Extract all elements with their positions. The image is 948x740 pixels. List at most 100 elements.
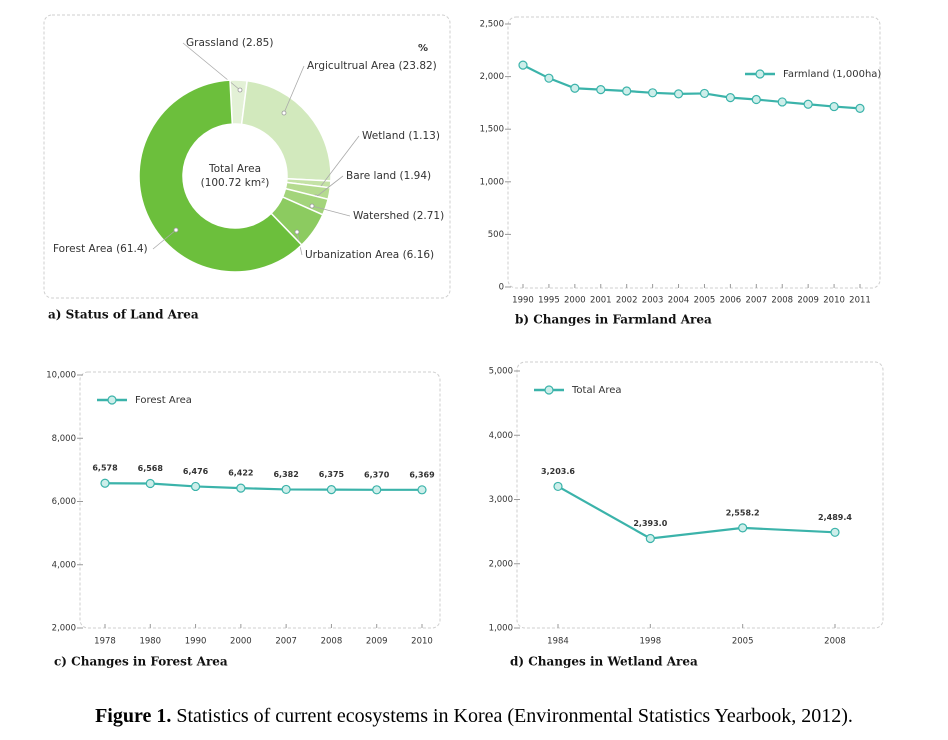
point [596, 85, 606, 95]
slice-label: Forest Area (61.4) [53, 243, 148, 255]
y-tick-label: 500 [488, 230, 504, 240]
slice-value-label: (6.16) [403, 249, 435, 261]
y-tick-label: 1,000 [489, 624, 513, 634]
y-tick-label: 3,000 [489, 495, 513, 505]
point [544, 73, 554, 83]
slice-value-label: (2.85) [242, 37, 274, 49]
leader-dot [309, 203, 315, 209]
value-label: 3,203.6 [541, 467, 575, 476]
slice-label: Bare land (1.94) [346, 170, 431, 182]
point [673, 89, 684, 99]
y-tick-label: 8,000 [52, 434, 76, 444]
y-tick-label: 0 [499, 283, 504, 293]
series-line [104, 482, 423, 491]
point [570, 83, 580, 93]
slice-label: Watershed (2.71) [353, 210, 444, 222]
x-tick-label: 2000 [564, 296, 586, 306]
point [326, 485, 337, 495]
leader-dot [173, 227, 179, 233]
x-tick-label: 2011 [849, 296, 871, 306]
chart-title: c) Changes in Forest Area [54, 655, 228, 669]
x-tick-label: 2005 [694, 296, 716, 306]
y-tick-label: 10,000 [46, 371, 76, 381]
x-tick-label: 2009 [366, 637, 388, 647]
slice-value-label: (23.82) [399, 60, 437, 72]
center-label: (100.72 km²) [201, 177, 270, 189]
x-tick-label: 2003 [642, 296, 664, 306]
y-tick-label: 4,000 [489, 431, 513, 441]
x-tick-label: 2010 [411, 637, 433, 647]
point [738, 523, 748, 533]
center-label: Total Area [208, 163, 261, 175]
x-tick-label: 1998 [640, 637, 662, 647]
slice-label: Argicultrual Area (23.82) [307, 60, 437, 72]
value-label: 6,382 [273, 470, 298, 479]
slice-name: Watershed [353, 210, 409, 222]
point [372, 485, 382, 495]
x-tick-label: 2010 [823, 296, 845, 306]
y-tick-label: 2,000 [52, 624, 76, 634]
point [855, 103, 865, 113]
value-label: 6,568 [138, 464, 164, 473]
point [100, 478, 110, 488]
leader-line [311, 205, 351, 217]
slice-label: Wetland (1.13) [362, 130, 440, 142]
point [777, 97, 787, 107]
value-label: 6,370 [364, 470, 390, 479]
x-tick-label: 1990 [512, 296, 534, 306]
value-label: 6,422 [228, 469, 253, 478]
x-tick-label: 2005 [732, 637, 754, 647]
slice-value-label: (1.94) [400, 170, 432, 182]
x-tick-label: 2001 [590, 296, 612, 306]
value-label: 6,375 [319, 470, 345, 479]
panel-frame [79, 371, 441, 629]
legend-label: Farmland (1,000ha) [783, 69, 881, 80]
x-tick-label: 2008 [824, 637, 846, 647]
x-tick-label: 1995 [538, 296, 560, 306]
x-tick-label: 2009 [797, 296, 819, 306]
point [699, 88, 710, 99]
x-tick-label: 1980 [139, 637, 161, 647]
x-tick-label: 2007 [275, 637, 297, 647]
point [622, 86, 632, 96]
point [417, 485, 427, 495]
legend-marker [107, 395, 117, 405]
point [553, 481, 563, 492]
y-tick-label: 1,500 [480, 125, 504, 135]
pie-slice [240, 79, 332, 182]
slice-value-label: (1.13) [408, 130, 440, 142]
unit-label: % [418, 43, 428, 54]
panel-frame [516, 361, 884, 629]
x-tick-label: 1978 [94, 637, 116, 647]
value-label: 6,476 [183, 467, 209, 476]
y-tick-label: 5,000 [489, 367, 513, 377]
value-label: 2,393.0 [633, 519, 667, 528]
chart-title: d) Changes in Wetland Area [510, 655, 698, 669]
x-tick-label: 2002 [616, 296, 638, 306]
legend-marker [544, 385, 554, 395]
slice-name: Forest Area [53, 243, 113, 255]
y-tick-label: 6,000 [52, 497, 76, 507]
x-tick-label: 2006 [720, 296, 742, 306]
point [145, 478, 155, 489]
leader-line [315, 175, 344, 198]
y-tick-label: 2,000 [480, 72, 504, 82]
point [648, 88, 658, 98]
value-label: 2,489.4 [818, 513, 852, 522]
caption-label: Figure 1. [95, 705, 171, 727]
point [190, 481, 201, 492]
leader-line [283, 65, 305, 114]
slice-value-label: (2.71) [413, 210, 445, 222]
y-tick-label: 2,000 [489, 559, 513, 569]
panel-frame [43, 14, 451, 299]
x-tick-label: 2000 [230, 637, 252, 647]
leader-line [317, 135, 360, 191]
chart-title: b) Changes in Farmland Area [515, 313, 712, 327]
y-tick-label: 2,500 [480, 20, 504, 30]
y-tick-label: 4,000 [52, 560, 76, 570]
slice-name: Urbanization Area [305, 249, 399, 261]
point [281, 484, 291, 495]
value-label: 6,578 [92, 464, 118, 473]
x-tick-label: 2008 [771, 296, 793, 306]
x-tick-label: 1984 [547, 637, 569, 647]
